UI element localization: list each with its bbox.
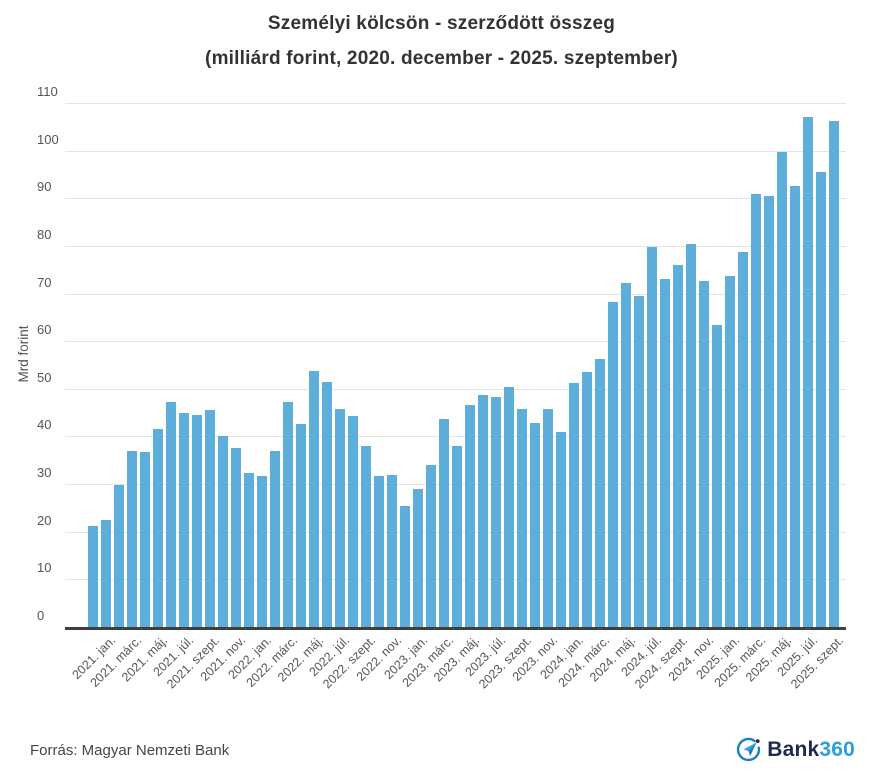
bar	[491, 396, 501, 627]
gridline-60	[65, 341, 846, 343]
bar	[205, 409, 215, 627]
bar	[413, 488, 423, 627]
bar	[400, 505, 410, 627]
bar	[764, 196, 774, 627]
bar	[101, 520, 111, 627]
y-tick-label: 30	[37, 465, 52, 481]
bar	[777, 151, 787, 627]
bar	[712, 324, 722, 627]
bar	[725, 275, 735, 627]
gridline-50	[65, 388, 846, 390]
bar	[634, 295, 644, 627]
bar	[335, 408, 345, 627]
bar	[374, 476, 384, 627]
bar	[153, 428, 163, 627]
bar	[673, 264, 683, 627]
y-tick-label: 100	[37, 131, 59, 147]
bar	[127, 451, 137, 627]
bar	[348, 416, 358, 627]
bar	[478, 394, 488, 627]
bar	[192, 415, 202, 627]
y-tick-label: 60	[37, 322, 52, 338]
gridline-90	[65, 198, 846, 200]
logo-text-360: 360	[819, 737, 855, 761]
bar	[309, 370, 319, 627]
gridline-40	[65, 436, 846, 438]
bar	[452, 446, 462, 627]
y-tick-label: 50	[37, 369, 52, 385]
bar	[699, 280, 709, 627]
bar	[751, 194, 761, 627]
gridline-100	[65, 150, 846, 152]
bar	[166, 401, 176, 627]
bar	[218, 436, 228, 627]
bar	[270, 450, 280, 627]
bar	[114, 484, 124, 627]
y-tick-label: 10	[37, 560, 52, 576]
bar	[686, 244, 696, 627]
bar	[660, 279, 670, 627]
bar	[465, 405, 475, 627]
bar	[179, 413, 189, 627]
bar	[88, 526, 98, 627]
y-tick-label: 0	[37, 608, 45, 623]
gridline-110	[65, 103, 846, 104]
bar	[244, 473, 254, 627]
y-tick-label: 90	[37, 179, 52, 195]
bar	[296, 424, 306, 627]
y-tick-label: 70	[37, 274, 52, 290]
y-tick-label: 110	[37, 84, 58, 99]
gridline-70	[65, 293, 846, 295]
bar	[283, 401, 293, 627]
gridline-80	[65, 245, 846, 247]
bar	[387, 474, 397, 627]
bar	[543, 408, 553, 627]
bar	[361, 445, 371, 627]
bar	[517, 408, 527, 627]
bar	[426, 465, 436, 627]
chart-title: Személyi kölcsön - szerződött összeg	[267, 13, 616, 34]
bar	[231, 448, 241, 627]
y-tick-label: 80	[37, 226, 52, 242]
bar	[504, 386, 514, 627]
bar	[322, 381, 332, 627]
bar	[829, 121, 839, 627]
bar	[257, 476, 267, 627]
bar	[621, 283, 631, 627]
chart-subtitle: (milliárd forint, 2020. december - 2025.…	[205, 48, 678, 69]
bar	[439, 418, 449, 627]
source-note: Forrás: Magyar Nemzeti Bank	[30, 742, 230, 759]
y-tick-label: 40	[37, 417, 52, 433]
bar	[803, 117, 813, 627]
bar	[608, 302, 618, 627]
bank360-logo: Bank360	[735, 736, 855, 763]
bar	[556, 431, 566, 627]
bank360-compass-icon	[735, 736, 762, 763]
y-tick-label: 20	[37, 512, 52, 528]
bar	[595, 358, 605, 627]
bar	[790, 185, 800, 627]
y-axis-title: Mrd forint	[16, 325, 31, 383]
bar	[140, 452, 150, 627]
bar	[816, 171, 826, 627]
plot-area	[65, 103, 846, 630]
logo-text-bank: Bank	[767, 737, 820, 761]
bar	[569, 382, 579, 627]
bar	[582, 372, 592, 627]
bar	[738, 251, 748, 627]
bar	[530, 422, 540, 627]
logo-wordmark: Bank360	[767, 738, 855, 762]
bar	[647, 246, 657, 627]
